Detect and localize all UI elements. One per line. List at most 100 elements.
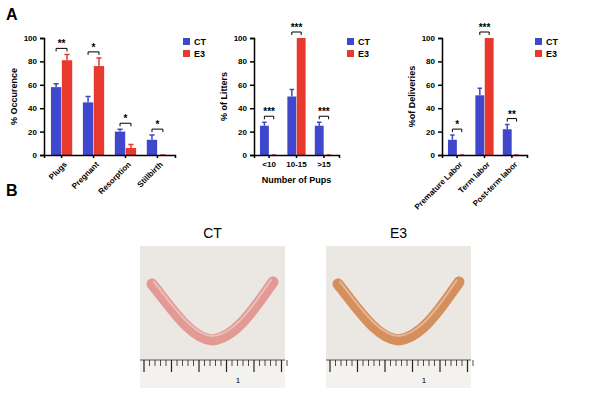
tick-label: 60 <box>28 81 37 90</box>
significance-label: *** <box>291 22 303 33</box>
ruler-tick <box>335 360 336 366</box>
y-axis: 020406080100 <box>422 34 443 160</box>
photo-label: E3 <box>390 225 407 241</box>
legend: CT E3 <box>183 37 206 59</box>
ruler-tick <box>401 360 402 366</box>
ruler-tick <box>198 360 199 372</box>
y-axis: 020406080100 <box>234 34 255 160</box>
chart: 020406080100<1010-15>15% of LittersNumbe… <box>219 22 370 185</box>
axis-line <box>250 39 255 156</box>
ruler-tick <box>445 360 446 366</box>
tick-mark <box>250 131 254 133</box>
ruler-tick <box>166 360 167 366</box>
tick-label: 80 <box>28 57 37 66</box>
ruler-label: 1 <box>236 376 241 385</box>
y-axis-title: % Occurence <box>9 68 19 125</box>
tick-mark <box>268 155 270 158</box>
tick: <10 <box>262 155 276 169</box>
tick-mark <box>40 108 44 110</box>
tick-mark <box>61 155 63 158</box>
tick-label: Premature Labor <box>413 160 465 212</box>
tick-label: Plugs <box>47 160 69 182</box>
significance: ****** <box>452 22 516 132</box>
error-bar <box>96 58 101 66</box>
ruler-tick <box>204 360 205 366</box>
error-bar <box>505 125 509 130</box>
y-axis: 020406080100 <box>24 34 45 160</box>
tick-label: 10-15 <box>286 160 307 169</box>
tick-mark <box>40 85 44 87</box>
tick: 80 <box>28 57 44 66</box>
ruler-tick <box>346 360 347 366</box>
bar <box>260 126 269 155</box>
significance-label: * <box>155 119 159 130</box>
significance-label: *** <box>263 106 275 117</box>
x-axis: PlugsPregnantResorptionStillbirth <box>45 155 176 196</box>
tick-mark <box>250 61 254 63</box>
bar <box>83 102 93 155</box>
tick-mark <box>511 155 513 158</box>
bar <box>485 38 494 155</box>
tick-label: Resorption <box>97 160 133 196</box>
axis-line <box>255 156 340 159</box>
photo: 1 <box>326 246 473 388</box>
tick-label: Post-term labor <box>471 160 519 208</box>
panel-label: A <box>6 6 18 23</box>
error-bar <box>290 89 294 96</box>
ruler-edge <box>326 360 471 361</box>
tick-mark <box>250 155 254 157</box>
tick: 40 <box>28 104 44 113</box>
tick-label: 0 <box>431 151 436 160</box>
ruler-tick <box>456 360 457 366</box>
chart: 020406080100PlugsPregnantResorptionStill… <box>9 34 206 196</box>
ruler-tick <box>215 360 216 366</box>
bar <box>147 140 157 155</box>
tick: 20 <box>426 128 442 137</box>
tick: Premature Labor <box>413 155 465 212</box>
legend-label: E3 <box>546 49 557 59</box>
error-bar <box>487 38 491 39</box>
x-axis-title: Number of Pups <box>262 175 332 185</box>
bar <box>315 126 324 155</box>
error-bar <box>317 122 321 126</box>
legend-label: CT <box>358 37 370 47</box>
legend-swatch <box>183 50 190 57</box>
bar <box>475 95 484 155</box>
significance-label: *** <box>479 22 491 33</box>
ruler-tick <box>253 360 254 372</box>
tick: 40 <box>238 104 254 113</box>
bar <box>51 87 61 155</box>
significance-label: * <box>455 119 459 130</box>
bar <box>448 140 457 155</box>
bar <box>126 148 136 155</box>
tick-mark <box>438 61 442 63</box>
ruler-tick <box>357 360 358 372</box>
ruler-tick <box>171 360 172 372</box>
tick-label: 20 <box>426 128 435 137</box>
ruler-label: 1 <box>422 376 427 385</box>
ruler-tick <box>374 360 375 366</box>
tick-label: 60 <box>426 81 435 90</box>
legend-label: CT <box>194 37 206 47</box>
error-bar <box>299 38 303 39</box>
ruler-tick <box>232 360 233 366</box>
ruler-tick <box>390 360 391 366</box>
tissue-highlight <box>340 280 457 336</box>
x-axis: Premature LaborTerm laborPost-term labor <box>413 155 528 212</box>
tick: 60 <box>28 81 44 90</box>
legend-label: E3 <box>358 49 369 59</box>
legend-label: E3 <box>194 49 205 59</box>
tick: 80 <box>426 57 442 66</box>
ruler-tick <box>155 360 156 366</box>
tick-label: 40 <box>426 104 435 113</box>
error-bar <box>128 144 133 148</box>
tick: Plugs <box>47 155 69 182</box>
ruler-tick <box>462 360 463 366</box>
tick-label: 20 <box>238 128 247 137</box>
bar <box>503 129 512 155</box>
ruler-tick <box>259 360 260 366</box>
tick: 20 <box>238 128 254 137</box>
tick: 40 <box>426 104 442 113</box>
tick-label: 0 <box>243 151 248 160</box>
tick-label: 80 <box>238 57 247 66</box>
